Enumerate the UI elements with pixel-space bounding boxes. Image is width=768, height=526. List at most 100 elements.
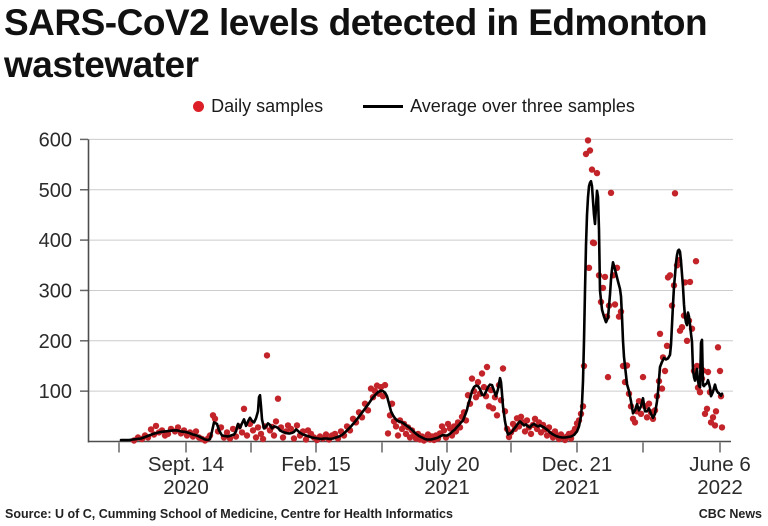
daily-sample-dot [590,239,598,247]
daily-sample-dot [686,278,694,286]
daily-sample-dot [152,422,160,430]
daily-sample-dot [398,425,406,433]
legend: Daily samples Average over three samples [30,96,768,117]
daily-sample-dot [683,337,691,344]
daily-sample-dot [637,410,645,417]
daily-sample-dot [607,189,615,196]
daily-sample-dot [211,415,219,422]
x-axis-label: Sept. 14 [148,453,224,476]
x-axis-label-year: 2020 [163,476,209,499]
daily-sample-dot [521,428,529,435]
x-axis-label: July 20 [415,453,480,476]
daily-sample-dot [259,435,267,443]
daily-sample-dot [671,190,679,197]
daily-sample-dot [240,405,248,412]
daily-sample-dot [440,427,448,434]
daily-sample-dot [381,381,389,389]
x-axis-label: June 6 [689,453,751,476]
legend-item-average: Average over three samples [363,96,635,117]
daily-sample-dot [658,385,666,392]
legend-item-daily-samples: Daily samples [193,96,323,117]
average-line [119,179,724,442]
x-axis-label-year: 2021 [554,476,600,499]
daily-sample-dot [692,258,700,265]
daily-sample-dot [499,365,507,372]
byline-text: CBC News [698,507,762,521]
daily-sample-dot [272,418,280,425]
daily-sample-dot [147,426,155,433]
legend-label-average: Average over three samples [410,96,635,116]
daily-sample-dot [302,436,310,443]
y-axis-label: 100 [39,381,72,403]
x-axis-label: Feb. 15 [281,453,351,476]
daily-sample-dot [643,414,651,421]
daily-sample-dot [631,419,639,426]
daily-sample-dot [489,405,497,412]
daily-sample-dot [263,352,271,359]
source-attribution: Source: U of C, Cumming School of Medici… [0,507,768,521]
daily-sample-dot [693,362,701,370]
daily-sample-dot [229,425,237,433]
daily-sample-dot [584,137,592,144]
daily-sample-dot [639,373,647,381]
daily-sample-dot [249,427,257,434]
daily-sample-dot [287,425,295,433]
daily-sample-dot [588,166,596,173]
daily-sample-dot [678,324,686,331]
x-axis-label-year: 2021 [293,476,339,499]
daily-sample-dot [661,367,669,375]
daily-sample-dot [384,430,392,437]
daily-sample-dot [509,420,517,428]
daily-sample-dot [599,284,607,292]
daily-sample-dot [243,432,251,439]
daily-sample-dot [604,373,612,381]
daily-sample-dot [645,400,653,407]
x-axis-label: Dec. 21 [542,453,613,476]
line-swatch-icon [363,105,404,108]
daily-sample-dot [468,375,476,382]
daily-sample-dot [704,368,712,376]
daily-sample-dot [696,389,704,396]
daily-sample-dot [709,414,717,421]
y-axis-label: 200 [39,331,72,353]
y-axis-label: 300 [39,280,72,302]
daily-sample-dot [192,428,200,435]
daily-sample-dot [279,434,287,441]
daily-sample-dot [714,344,722,351]
daily-sample-dot [290,435,298,442]
daily-sample-dot [517,413,525,420]
daily-sample-dot [478,370,486,377]
daily-sample-dot [322,431,330,438]
legend-label-daily-samples: Daily samples [211,96,324,116]
daily-sample-dot [601,273,609,281]
daily-sample-dot [174,424,182,431]
daily-sample-dot [257,430,265,438]
y-axis-label: 500 [39,180,72,202]
daily-sample-dot [252,434,260,441]
y-axis-label: 600 [39,129,72,151]
daily-sample-dot [701,410,709,417]
daily-sample-dot [483,363,491,371]
daily-sample-dot [480,383,488,391]
daily-sample-dot [586,147,594,154]
daily-sample-dot [712,408,720,415]
daily-sample-dot [585,264,593,271]
chart-title: SARS-CoV2 levels detected in Edmonton wa… [4,2,708,86]
daily-sample-dot [474,378,482,386]
x-axis-label-year: 2021 [424,476,470,499]
daily-sample-dot [711,422,719,429]
daily-sample-dot [293,422,301,429]
daily-sample-dot [223,429,231,436]
daily-sample-dot [254,424,262,431]
daily-sample-dot [238,429,246,436]
x-axis-label-year: 2022 [697,476,743,499]
daily-sample-dot [663,342,671,349]
daily-sample-dot [331,430,339,438]
daily-sample-dot [392,423,400,430]
daily-sample-dot [274,395,282,402]
daily-sample-dot [716,367,724,375]
daily-sample-dot [493,412,501,419]
daily-sample-dot [666,272,674,279]
